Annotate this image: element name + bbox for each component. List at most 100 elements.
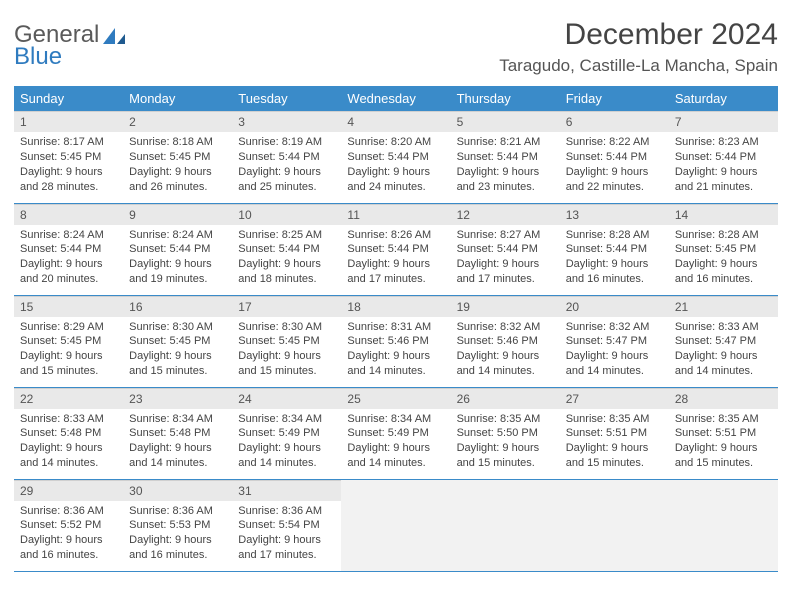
day-number: 29 bbox=[14, 480, 123, 501]
day-details: Sunrise: 8:34 AMSunset: 5:49 PMDaylight:… bbox=[341, 409, 450, 477]
day-details: Sunrise: 8:30 AMSunset: 5:45 PMDaylight:… bbox=[232, 317, 341, 385]
calendar-cell: 17Sunrise: 8:30 AMSunset: 5:45 PMDayligh… bbox=[232, 295, 341, 387]
day-details: Sunrise: 8:20 AMSunset: 5:44 PMDaylight:… bbox=[341, 132, 450, 200]
day-number: 8 bbox=[14, 204, 123, 225]
calendar-cell: 18Sunrise: 8:31 AMSunset: 5:46 PMDayligh… bbox=[341, 295, 450, 387]
day-details: Sunrise: 8:29 AMSunset: 5:45 PMDaylight:… bbox=[14, 317, 123, 385]
sail-icon bbox=[101, 26, 127, 48]
calendar-cell: 12Sunrise: 8:27 AMSunset: 5:44 PMDayligh… bbox=[451, 203, 560, 295]
calendar-cell: 25Sunrise: 8:34 AMSunset: 5:49 PMDayligh… bbox=[341, 387, 450, 479]
day-details: Sunrise: 8:24 AMSunset: 5:44 PMDaylight:… bbox=[14, 225, 123, 293]
day-number: 7 bbox=[669, 111, 778, 132]
calendar-cell: 1Sunrise: 8:17 AMSunset: 5:45 PMDaylight… bbox=[14, 111, 123, 203]
day-details: Sunrise: 8:25 AMSunset: 5:44 PMDaylight:… bbox=[232, 225, 341, 293]
day-details: Sunrise: 8:28 AMSunset: 5:44 PMDaylight:… bbox=[560, 225, 669, 293]
calendar-cell: .. bbox=[560, 479, 669, 571]
weekday-header: Monday bbox=[123, 86, 232, 111]
calendar-cell: 16Sunrise: 8:30 AMSunset: 5:45 PMDayligh… bbox=[123, 295, 232, 387]
calendar-cell: 11Sunrise: 8:26 AMSunset: 5:44 PMDayligh… bbox=[341, 203, 450, 295]
day-details: Sunrise: 8:36 AMSunset: 5:52 PMDaylight:… bbox=[14, 501, 123, 569]
day-number: 27 bbox=[560, 388, 669, 409]
day-details: Sunrise: 8:18 AMSunset: 5:45 PMDaylight:… bbox=[123, 132, 232, 200]
day-number: 12 bbox=[451, 204, 560, 225]
calendar-cell: 13Sunrise: 8:28 AMSunset: 5:44 PMDayligh… bbox=[560, 203, 669, 295]
calendar-cell: 21Sunrise: 8:33 AMSunset: 5:47 PMDayligh… bbox=[669, 295, 778, 387]
calendar-table: Sunday Monday Tuesday Wednesday Thursday… bbox=[14, 86, 778, 572]
day-number: 16 bbox=[123, 296, 232, 317]
calendar-row: 29Sunrise: 8:36 AMSunset: 5:52 PMDayligh… bbox=[14, 479, 778, 571]
day-details: Sunrise: 8:19 AMSunset: 5:44 PMDaylight:… bbox=[232, 132, 341, 200]
weekday-header: Sunday bbox=[14, 86, 123, 111]
calendar-cell: 30Sunrise: 8:36 AMSunset: 5:53 PMDayligh… bbox=[123, 479, 232, 571]
calendar-cell: 28Sunrise: 8:35 AMSunset: 5:51 PMDayligh… bbox=[669, 387, 778, 479]
day-details: Sunrise: 8:23 AMSunset: 5:44 PMDaylight:… bbox=[669, 132, 778, 200]
day-details: Sunrise: 8:36 AMSunset: 5:53 PMDaylight:… bbox=[123, 501, 232, 569]
day-details: Sunrise: 8:32 AMSunset: 5:46 PMDaylight:… bbox=[451, 317, 560, 385]
calendar-row: 15Sunrise: 8:29 AMSunset: 5:45 PMDayligh… bbox=[14, 295, 778, 387]
calendar-row: 8Sunrise: 8:24 AMSunset: 5:44 PMDaylight… bbox=[14, 203, 778, 295]
calendar-row: 1Sunrise: 8:17 AMSunset: 5:45 PMDaylight… bbox=[14, 111, 778, 203]
location-text: Taragudo, Castille-La Mancha, Spain bbox=[499, 56, 778, 76]
day-number: 26 bbox=[451, 388, 560, 409]
day-number: 5 bbox=[451, 111, 560, 132]
day-details: Sunrise: 8:17 AMSunset: 5:45 PMDaylight:… bbox=[14, 132, 123, 200]
calendar-cell: 26Sunrise: 8:35 AMSunset: 5:50 PMDayligh… bbox=[451, 387, 560, 479]
day-number: 1 bbox=[14, 111, 123, 132]
weekday-header-row: Sunday Monday Tuesday Wednesday Thursday… bbox=[14, 86, 778, 111]
day-number: 21 bbox=[669, 296, 778, 317]
calendar-cell: 27Sunrise: 8:35 AMSunset: 5:51 PMDayligh… bbox=[560, 387, 669, 479]
day-details: Sunrise: 8:31 AMSunset: 5:46 PMDaylight:… bbox=[341, 317, 450, 385]
day-details: Sunrise: 8:28 AMSunset: 5:45 PMDaylight:… bbox=[669, 225, 778, 293]
calendar-cell: .. bbox=[341, 479, 450, 571]
day-details: Sunrise: 8:34 AMSunset: 5:48 PMDaylight:… bbox=[123, 409, 232, 477]
day-number: 28 bbox=[669, 388, 778, 409]
calendar-cell: 15Sunrise: 8:29 AMSunset: 5:45 PMDayligh… bbox=[14, 295, 123, 387]
day-details: Sunrise: 8:22 AMSunset: 5:44 PMDaylight:… bbox=[560, 132, 669, 200]
calendar-cell: .. bbox=[669, 479, 778, 571]
day-number: 9 bbox=[123, 204, 232, 225]
calendar-cell: 19Sunrise: 8:32 AMSunset: 5:46 PMDayligh… bbox=[451, 295, 560, 387]
day-number: 3 bbox=[232, 111, 341, 132]
day-number: 20 bbox=[560, 296, 669, 317]
day-details: Sunrise: 8:30 AMSunset: 5:45 PMDaylight:… bbox=[123, 317, 232, 385]
day-details: Sunrise: 8:33 AMSunset: 5:47 PMDaylight:… bbox=[669, 317, 778, 385]
day-details: Sunrise: 8:35 AMSunset: 5:50 PMDaylight:… bbox=[451, 409, 560, 477]
day-details: Sunrise: 8:24 AMSunset: 5:44 PMDaylight:… bbox=[123, 225, 232, 293]
day-details: Sunrise: 8:35 AMSunset: 5:51 PMDaylight:… bbox=[560, 409, 669, 477]
day-details: Sunrise: 8:32 AMSunset: 5:47 PMDaylight:… bbox=[560, 317, 669, 385]
day-number: 13 bbox=[560, 204, 669, 225]
day-number: 24 bbox=[232, 388, 341, 409]
day-number: 23 bbox=[123, 388, 232, 409]
calendar-cell: 2Sunrise: 8:18 AMSunset: 5:45 PMDaylight… bbox=[123, 111, 232, 203]
day-number: 18 bbox=[341, 296, 450, 317]
day-number: 2 bbox=[123, 111, 232, 132]
calendar-cell: 8Sunrise: 8:24 AMSunset: 5:44 PMDaylight… bbox=[14, 203, 123, 295]
calendar-cell: 7Sunrise: 8:23 AMSunset: 5:44 PMDaylight… bbox=[669, 111, 778, 203]
day-details: Sunrise: 8:26 AMSunset: 5:44 PMDaylight:… bbox=[341, 225, 450, 293]
day-number: 15 bbox=[14, 296, 123, 317]
calendar-cell: 4Sunrise: 8:20 AMSunset: 5:44 PMDaylight… bbox=[341, 111, 450, 203]
calendar-cell: 3Sunrise: 8:19 AMSunset: 5:44 PMDaylight… bbox=[232, 111, 341, 203]
calendar-cell: 23Sunrise: 8:34 AMSunset: 5:48 PMDayligh… bbox=[123, 387, 232, 479]
calendar-cell: 31Sunrise: 8:36 AMSunset: 5:54 PMDayligh… bbox=[232, 479, 341, 571]
brand-word2: Blue bbox=[14, 43, 62, 70]
day-details: Sunrise: 8:36 AMSunset: 5:54 PMDaylight:… bbox=[232, 501, 341, 569]
calendar-cell: 24Sunrise: 8:34 AMSunset: 5:49 PMDayligh… bbox=[232, 387, 341, 479]
weekday-header: Friday bbox=[560, 86, 669, 111]
calendar-cell: .. bbox=[451, 479, 560, 571]
calendar-cell: 29Sunrise: 8:36 AMSunset: 5:52 PMDayligh… bbox=[14, 479, 123, 571]
day-number: 22 bbox=[14, 388, 123, 409]
day-number: 19 bbox=[451, 296, 560, 317]
header: General Blue December 2024 Taragudo, Cas… bbox=[14, 18, 778, 76]
day-details: Sunrise: 8:27 AMSunset: 5:44 PMDaylight:… bbox=[451, 225, 560, 293]
calendar-cell: 5Sunrise: 8:21 AMSunset: 5:44 PMDaylight… bbox=[451, 111, 560, 203]
day-number: 14 bbox=[669, 204, 778, 225]
calendar-cell: 9Sunrise: 8:24 AMSunset: 5:44 PMDaylight… bbox=[123, 203, 232, 295]
calendar-cell: 14Sunrise: 8:28 AMSunset: 5:45 PMDayligh… bbox=[669, 203, 778, 295]
calendar-cell: 20Sunrise: 8:32 AMSunset: 5:47 PMDayligh… bbox=[560, 295, 669, 387]
month-title: December 2024 bbox=[499, 18, 778, 52]
calendar-cell: 22Sunrise: 8:33 AMSunset: 5:48 PMDayligh… bbox=[14, 387, 123, 479]
day-number: 25 bbox=[341, 388, 450, 409]
day-number: 17 bbox=[232, 296, 341, 317]
day-details: Sunrise: 8:21 AMSunset: 5:44 PMDaylight:… bbox=[451, 132, 560, 200]
